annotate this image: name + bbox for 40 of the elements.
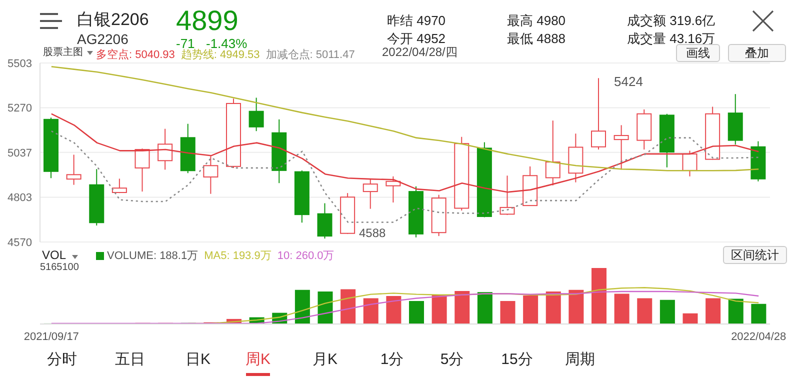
- legend-label: VOLUME: 188.1万: [107, 249, 198, 263]
- text: 5分: [440, 351, 464, 368]
- text: 分时: [47, 351, 77, 368]
- text: 周期: [565, 351, 595, 368]
- text: VOL: [42, 248, 66, 262]
- text: 五日: [115, 351, 145, 368]
- text: 10: 260.0万: [277, 249, 334, 263]
- text: 股票主图: [43, 47, 83, 59]
- y-tick-label: 5037: [8, 147, 32, 160]
- text: 成交额 319.6亿: [627, 13, 716, 29]
- text: 叠加: [728, 44, 786, 62]
- text: 今开 4952: [387, 31, 446, 47]
- text: 月K: [312, 351, 338, 368]
- text: 日K: [185, 351, 210, 368]
- y-tick-label: 4803: [8, 192, 32, 204]
- text: 最高 4980: [507, 13, 566, 29]
- text: 最低 4888: [507, 31, 566, 47]
- text: 1分: [380, 351, 404, 368]
- annotation: 5165100: [40, 262, 79, 274]
- y-tick-label: 4570: [8, 236, 32, 249]
- text: 画线: [676, 44, 720, 62]
- x-tick-label: 2021/09/17: [24, 330, 79, 343]
- text: AG2206: [77, 31, 128, 47]
- annotation: 5424: [614, 74, 643, 90]
- text: 趋势线: 4949.53: [180, 48, 260, 62]
- text: 多空点: 5040.93: [96, 48, 175, 62]
- text: 白银2206: [77, 10, 149, 30]
- x-tick-label: 2022/04/28: [731, 330, 786, 343]
- text: 15分: [501, 351, 533, 368]
- text: 4899: [176, 4, 238, 38]
- text: 周K: [245, 351, 270, 368]
- text: MA5: 193.9万: [204, 249, 272, 263]
- y-tick-label: 5270: [8, 102, 32, 115]
- text: 昨结 4970: [387, 13, 446, 29]
- annotation: 4588: [359, 226, 386, 240]
- text: 成交量 43.16万: [627, 31, 716, 47]
- y-tick-label: 5503: [8, 58, 32, 70]
- text: 2022/04/28/四: [382, 45, 458, 60]
- text: 加减仓点: 5011.47: [266, 48, 355, 62]
- text: 区间统计: [723, 246, 787, 264]
